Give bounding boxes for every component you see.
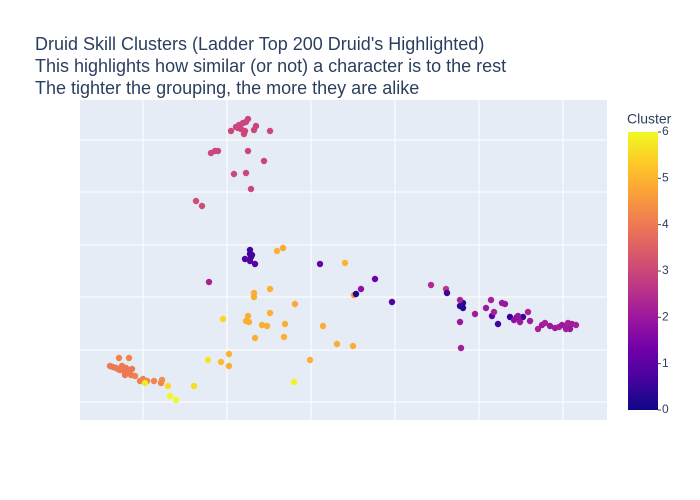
point	[250, 293, 258, 301]
point	[128, 365, 136, 373]
point	[241, 255, 249, 263]
point	[316, 260, 324, 268]
point	[198, 202, 206, 210]
point	[251, 260, 259, 268]
point	[204, 356, 212, 364]
point	[494, 320, 502, 328]
point	[242, 169, 250, 177]
point	[280, 333, 288, 341]
point	[190, 382, 198, 390]
point	[290, 378, 298, 386]
point	[357, 285, 365, 293]
point	[266, 309, 274, 317]
point	[205, 278, 213, 286]
point	[459, 304, 467, 312]
point	[230, 170, 238, 178]
point	[456, 296, 464, 304]
point	[519, 313, 527, 321]
point	[214, 147, 222, 155]
point	[273, 247, 281, 255]
point	[248, 251, 256, 259]
point	[443, 289, 451, 297]
point	[125, 354, 133, 362]
point	[456, 318, 464, 326]
chart-subtitle: This highlights how similar (or not) a c…	[35, 56, 506, 76]
point	[501, 300, 509, 308]
point	[192, 197, 200, 205]
point	[121, 371, 129, 379]
point	[225, 362, 233, 370]
point	[141, 379, 149, 387]
point	[225, 350, 233, 358]
chart-title: Druid Skill Clusters (Ladder Top 200 Dru…	[35, 34, 484, 54]
point	[244, 312, 252, 320]
point	[279, 244, 287, 252]
point	[150, 377, 158, 385]
point	[172, 396, 180, 404]
point	[245, 318, 253, 326]
colorbar-tick-label: 0	[662, 402, 669, 416]
point	[514, 312, 522, 320]
point	[333, 340, 341, 348]
point	[524, 308, 532, 316]
point	[251, 334, 259, 342]
point	[263, 322, 271, 330]
point	[541, 319, 549, 327]
colorbar-tick-label: 6	[662, 124, 669, 138]
point	[457, 344, 465, 352]
plot-area	[80, 100, 607, 420]
point	[490, 308, 498, 316]
point	[164, 382, 172, 390]
point	[260, 157, 268, 165]
point	[115, 354, 123, 362]
point	[562, 325, 570, 333]
point	[219, 315, 227, 323]
point	[427, 281, 435, 289]
chart-subtitle: The tighter the grouping, the more they …	[35, 78, 419, 98]
point	[291, 300, 299, 308]
point	[371, 275, 379, 283]
point	[388, 298, 396, 306]
point	[244, 147, 252, 155]
point	[516, 318, 524, 326]
point	[240, 130, 248, 138]
point	[158, 376, 166, 384]
colorbar-tick-label: 4	[662, 217, 669, 231]
point	[281, 320, 289, 328]
point	[526, 317, 534, 325]
point	[246, 257, 254, 265]
point	[166, 392, 174, 400]
point	[487, 296, 495, 304]
point	[131, 372, 139, 380]
colorbar-tick-label: 3	[662, 263, 669, 277]
point	[266, 285, 274, 293]
point	[471, 310, 479, 318]
point	[572, 321, 580, 329]
point	[482, 304, 490, 312]
point	[252, 122, 260, 130]
point	[546, 322, 554, 330]
point	[234, 124, 242, 132]
point	[534, 325, 542, 333]
colorbar-tick-label: 5	[662, 171, 669, 185]
point	[510, 316, 518, 324]
point	[244, 115, 252, 123]
colorbar-tick-label: 1	[662, 356, 669, 370]
colorbar-tick-label: 2	[662, 310, 669, 324]
point	[319, 322, 327, 330]
point	[349, 342, 357, 350]
point	[217, 358, 225, 366]
point	[352, 290, 360, 298]
point	[227, 127, 235, 135]
colorbar-title: Cluster	[627, 111, 672, 127]
point	[247, 185, 255, 193]
point	[266, 127, 274, 135]
point	[306, 356, 314, 364]
colorbar	[628, 132, 658, 410]
point	[341, 259, 349, 267]
point	[258, 321, 266, 329]
